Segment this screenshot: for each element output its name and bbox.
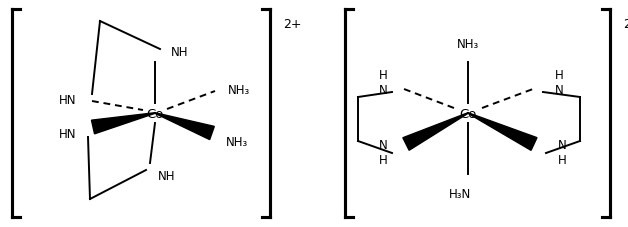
Text: HN: HN [58,128,76,141]
Text: NH₃: NH₃ [457,38,479,51]
Text: Co: Co [146,107,164,120]
Text: 2+: 2+ [283,18,301,31]
Text: HN: HN [58,93,76,106]
Text: H₃N: H₃N [449,187,471,200]
Text: NH: NH [158,169,175,182]
Text: NH₃: NH₃ [228,83,250,96]
Polygon shape [403,113,468,151]
Text: N
H: N H [379,138,388,166]
Polygon shape [92,113,155,134]
Text: H
N: H N [555,69,564,96]
Text: Co: Co [459,107,477,120]
Polygon shape [155,113,214,140]
Text: NH: NH [171,46,188,59]
Text: NH₃: NH₃ [226,135,248,148]
Text: H
N: H N [379,69,388,96]
Polygon shape [468,113,537,151]
Text: 2+: 2+ [623,18,628,31]
Text: N
H: N H [558,138,566,166]
